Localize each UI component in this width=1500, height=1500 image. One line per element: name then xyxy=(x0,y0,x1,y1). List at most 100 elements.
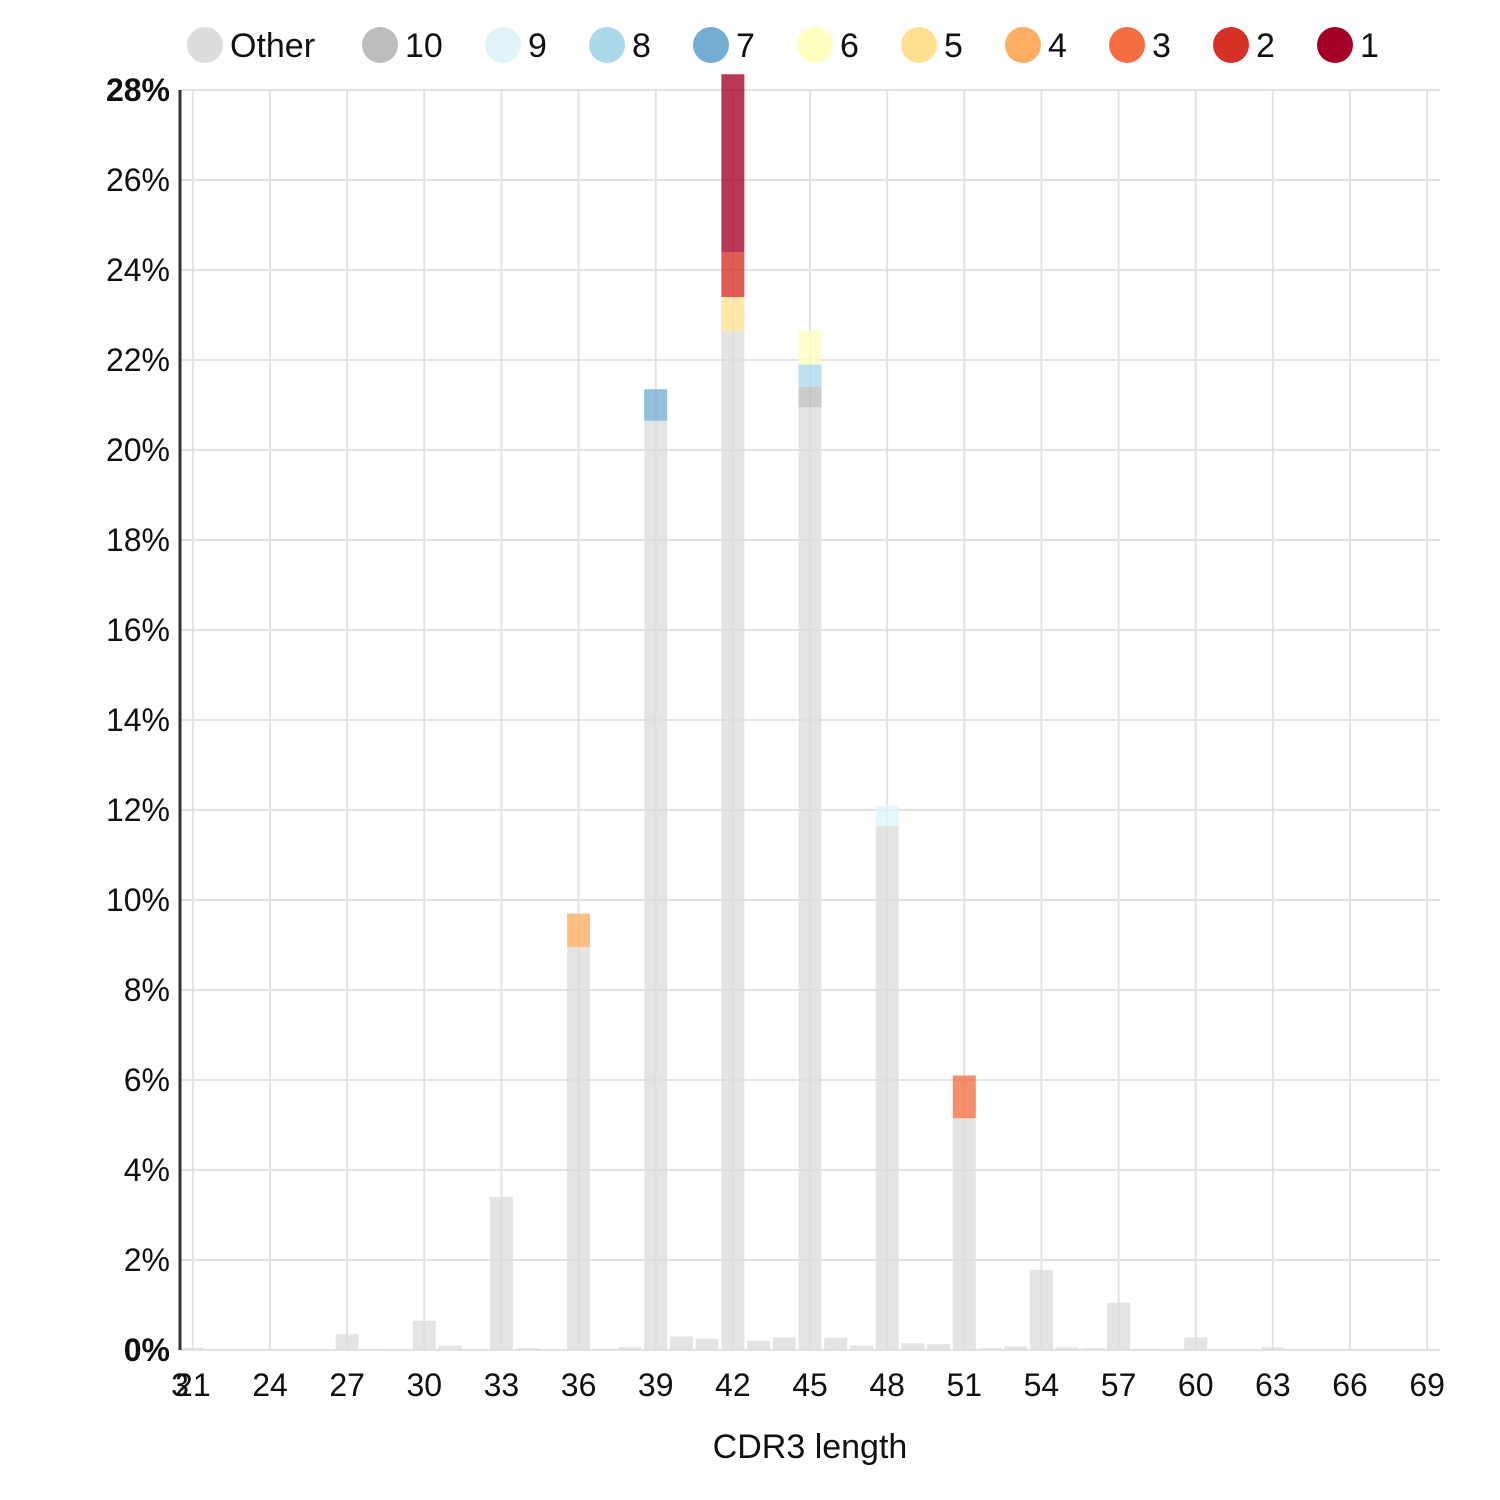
x-tick-label: 21 xyxy=(175,1367,211,1403)
x-tick-label: 27 xyxy=(329,1367,365,1403)
x-tick-label: 36 xyxy=(561,1367,597,1403)
bar-segment-other-x38 xyxy=(618,1347,642,1350)
x-tick-label: 48 xyxy=(869,1367,905,1403)
bar-segment-other-x41 xyxy=(695,1338,719,1350)
bar-segment-other-x54 xyxy=(1029,1269,1053,1350)
y-tick-label: 8% xyxy=(124,972,170,1008)
bar-segment-6-x45 xyxy=(798,330,822,365)
legend-label-7: 7 xyxy=(736,27,755,65)
legend: Other 10 9 8 7 6 5 4 3 2 1 xyxy=(187,27,1379,65)
x-tick-label-extra: 3 xyxy=(171,1367,189,1403)
legend-swatch-10 xyxy=(362,27,398,63)
y-tick-label: 18% xyxy=(106,522,170,558)
bar-segment-other-x49 xyxy=(901,1343,925,1350)
legend-swatch-3 xyxy=(1109,27,1145,63)
y-tick-label: 16% xyxy=(106,612,170,648)
legend-swatch-7 xyxy=(693,27,729,63)
bar-segment-other-x52 xyxy=(978,1348,1002,1350)
bar-segment-other-x46 xyxy=(824,1337,848,1350)
legend-swatch-9 xyxy=(485,27,521,63)
legend-label-2: 2 xyxy=(1256,27,1275,65)
legend-swatch-4 xyxy=(1005,27,1041,63)
y-tick-label: 14% xyxy=(106,702,170,738)
bar-segment-other-x21 xyxy=(181,1347,205,1350)
y-tick-label: 2% xyxy=(124,1242,170,1278)
x-tick-label: 69 xyxy=(1409,1367,1445,1403)
bar-segment-other-x48 xyxy=(875,825,899,1350)
y-tick-label: 10% xyxy=(106,882,170,918)
x-tick-label: 57 xyxy=(1101,1367,1137,1403)
legend-label-4: 4 xyxy=(1048,27,1067,65)
bar-segment-other-x27 xyxy=(335,1334,359,1350)
x-tick-label: 39 xyxy=(638,1367,674,1403)
bar-segment-other-x31 xyxy=(438,1345,462,1350)
y-tick-label: 24% xyxy=(106,252,170,288)
y-tick-label: 26% xyxy=(106,162,170,198)
x-tick-label: 60 xyxy=(1178,1367,1214,1403)
legend-label-5: 5 xyxy=(944,27,963,65)
y-tick-label: 6% xyxy=(124,1062,170,1098)
y-tick-label: 20% xyxy=(106,432,170,468)
legend-label-6: 6 xyxy=(840,27,859,65)
bar-segment-other-x37 xyxy=(592,1348,616,1350)
x-tick-label: 54 xyxy=(1024,1367,1060,1403)
bar-segment-other-x45 xyxy=(798,407,822,1350)
bar-segment-other-x55 xyxy=(1055,1347,1079,1350)
bar-segment-other-x42 xyxy=(721,330,745,1350)
legend-swatch-8 xyxy=(589,27,625,63)
bar-segment-other-x63 xyxy=(1261,1347,1285,1350)
legend-swatch-other xyxy=(187,27,223,63)
bar-segment-10-x45 xyxy=(798,387,822,408)
legend-label-3: 3 xyxy=(1152,27,1171,65)
bar-segment-other-x40 xyxy=(669,1336,693,1350)
bar-segment-8-x45 xyxy=(798,364,822,387)
bar-segment-1-x42 xyxy=(721,74,745,252)
bar-segment-other-x43 xyxy=(747,1341,771,1350)
y-axis-ticks: 0% 2% 4% 6% 8% 10% 12% 14% 16% 18% 20% 22% 24% 26% 28% xyxy=(106,72,170,1368)
x-tick-label: 24 xyxy=(252,1367,288,1403)
legend-label-8: 8 xyxy=(632,27,651,65)
bar-segment-other-x28 xyxy=(361,1349,385,1351)
x-tick-label: 33 xyxy=(484,1367,520,1403)
bar-segment-5-x42 xyxy=(721,297,745,331)
y-tick-label: 0% xyxy=(124,1332,170,1368)
y-tick-label: 28% xyxy=(106,72,170,108)
y-tick-label: 4% xyxy=(124,1152,170,1188)
x-tick-label: 63 xyxy=(1255,1367,1291,1403)
legend-label-9: 9 xyxy=(528,27,547,65)
bar-segment-other-x60 xyxy=(1184,1337,1208,1350)
legend-label-10: 10 xyxy=(405,27,443,65)
bar-segment-other-x50 xyxy=(927,1344,951,1350)
bar-segment-3-x51 xyxy=(952,1075,976,1119)
bar-segment-other-x44 xyxy=(772,1337,796,1350)
bars xyxy=(181,74,1285,1351)
bar-segment-other-x57 xyxy=(1107,1302,1131,1350)
x-tick-label: 51 xyxy=(946,1367,982,1403)
legend-label-1: 1 xyxy=(1360,27,1379,65)
x-tick-label: 45 xyxy=(792,1367,828,1403)
y-tick-label: 12% xyxy=(106,792,170,828)
bar-segment-other-x39 xyxy=(644,420,668,1350)
x-tick-label: 66 xyxy=(1332,1367,1368,1403)
bar-segment-other-x51 xyxy=(952,1118,976,1350)
bar-segment-other-x33 xyxy=(489,1197,513,1350)
bar-segment-other-x58 xyxy=(1132,1348,1156,1350)
bar-segment-other-x34 xyxy=(515,1348,539,1350)
x-tick-label: 30 xyxy=(406,1367,442,1403)
legend-swatch-6 xyxy=(797,27,833,63)
bar-segment-2-x42 xyxy=(721,252,745,297)
bar-segment-other-x47 xyxy=(849,1345,873,1350)
y-tick-label: 22% xyxy=(106,342,170,378)
x-axis-ticks: 321 24 27 30 33 36 39 42 45 48 51 54 57 60 63 66 69 xyxy=(171,1367,1445,1403)
bar-segment-other-x53 xyxy=(1004,1346,1028,1350)
legend-swatch-2 xyxy=(1213,27,1249,63)
x-tick-label: 42 xyxy=(715,1367,751,1403)
bar-segment-other-x36 xyxy=(567,947,591,1350)
legend-swatch-5 xyxy=(901,27,937,63)
bar-segment-9-x48 xyxy=(875,805,899,826)
bar-segment-4-x36 xyxy=(567,913,591,948)
bar-segment-7-x39 xyxy=(644,389,668,421)
bar-segment-other-x56 xyxy=(1081,1348,1105,1350)
legend-label-other: Other xyxy=(230,27,315,65)
